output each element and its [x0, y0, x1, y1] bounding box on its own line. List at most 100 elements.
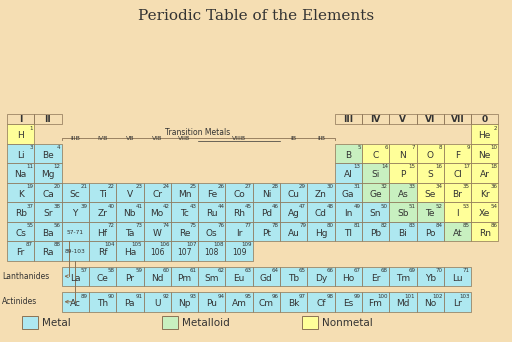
- Text: Br: Br: [453, 190, 462, 199]
- Text: Cs: Cs: [15, 229, 26, 238]
- Text: 75: 75: [190, 223, 197, 228]
- Text: B: B: [345, 151, 351, 160]
- Text: Mo: Mo: [151, 209, 164, 218]
- Text: 78: 78: [272, 223, 279, 228]
- Text: 79: 79: [299, 223, 306, 228]
- Bar: [444, 266, 471, 286]
- Text: 38: 38: [53, 203, 60, 209]
- Text: U: U: [154, 299, 160, 308]
- Text: 96: 96: [272, 293, 279, 299]
- Text: K: K: [18, 190, 24, 199]
- Text: 70: 70: [436, 268, 442, 273]
- Text: 88: 88: [53, 242, 60, 248]
- Text: Nonmetal: Nonmetal: [322, 317, 373, 328]
- Text: 51: 51: [408, 203, 415, 209]
- Text: Ho: Ho: [342, 274, 354, 283]
- Bar: [335, 266, 362, 286]
- Text: Y: Y: [73, 209, 78, 218]
- Bar: [307, 222, 335, 241]
- Bar: [7, 241, 34, 261]
- Text: 106: 106: [159, 242, 169, 248]
- Text: C: C: [372, 151, 379, 160]
- Text: 85: 85: [463, 223, 470, 228]
- Text: VIB: VIB: [152, 136, 162, 141]
- Text: 102: 102: [432, 293, 442, 299]
- Text: 47: 47: [299, 203, 306, 209]
- Text: Dy: Dy: [315, 274, 327, 283]
- Bar: [302, 316, 318, 329]
- Text: 17: 17: [463, 165, 470, 170]
- Bar: [389, 163, 416, 183]
- Bar: [471, 163, 498, 183]
- Bar: [307, 183, 335, 202]
- Text: Ba: Ba: [42, 229, 54, 238]
- Bar: [198, 183, 225, 202]
- Text: 101: 101: [405, 293, 415, 299]
- Bar: [280, 222, 307, 241]
- Bar: [416, 144, 444, 163]
- Bar: [471, 202, 498, 222]
- Bar: [253, 202, 280, 222]
- Bar: [307, 292, 335, 312]
- Bar: [34, 202, 61, 222]
- Bar: [143, 292, 171, 312]
- Bar: [444, 292, 471, 312]
- Bar: [89, 222, 116, 241]
- Text: 16: 16: [436, 165, 442, 170]
- Bar: [444, 183, 471, 202]
- Bar: [116, 202, 143, 222]
- Bar: [471, 114, 498, 124]
- Text: 8: 8: [439, 145, 442, 150]
- Text: Co: Co: [233, 190, 245, 199]
- Text: 41: 41: [135, 203, 142, 209]
- Text: 57: 57: [81, 268, 88, 273]
- Bar: [171, 222, 198, 241]
- Bar: [7, 144, 34, 163]
- Text: 36: 36: [490, 184, 497, 189]
- Text: 89: 89: [81, 293, 88, 299]
- Text: 26: 26: [217, 184, 224, 189]
- Text: 109: 109: [241, 242, 251, 248]
- Text: F: F: [455, 151, 460, 160]
- Text: Ni: Ni: [262, 190, 271, 199]
- Text: 76: 76: [217, 223, 224, 228]
- Bar: [198, 292, 225, 312]
- Text: Fm: Fm: [369, 299, 382, 308]
- Bar: [89, 202, 116, 222]
- Bar: [61, 292, 89, 312]
- Text: IVB: IVB: [97, 136, 108, 141]
- Text: 103: 103: [459, 293, 470, 299]
- Bar: [61, 241, 89, 261]
- Bar: [362, 114, 389, 124]
- Text: 10: 10: [490, 145, 497, 150]
- Bar: [389, 292, 416, 312]
- Text: 28: 28: [272, 184, 279, 189]
- Text: Pb: Pb: [370, 229, 381, 238]
- Text: Sm: Sm: [204, 274, 219, 283]
- Text: N: N: [399, 151, 406, 160]
- Bar: [34, 241, 61, 261]
- Text: 0: 0: [482, 115, 488, 123]
- Text: Mg: Mg: [41, 170, 55, 179]
- Text: Periodic Table of the Elements: Periodic Table of the Elements: [138, 9, 374, 23]
- Bar: [416, 202, 444, 222]
- Bar: [335, 183, 362, 202]
- Bar: [471, 222, 498, 241]
- Text: Tc: Tc: [180, 209, 189, 218]
- Text: P: P: [400, 170, 406, 179]
- Text: Nb: Nb: [123, 209, 136, 218]
- Text: 74: 74: [163, 223, 169, 228]
- Bar: [335, 222, 362, 241]
- Text: Rb: Rb: [15, 209, 27, 218]
- Text: Lr: Lr: [453, 299, 462, 308]
- Text: 1: 1: [30, 126, 33, 131]
- Bar: [362, 292, 389, 312]
- Bar: [280, 266, 307, 286]
- Text: 6: 6: [385, 145, 388, 150]
- Text: Ar: Ar: [480, 170, 489, 179]
- Text: Hf: Hf: [98, 229, 108, 238]
- Bar: [171, 292, 198, 312]
- Text: II: II: [45, 115, 51, 123]
- Bar: [225, 222, 253, 241]
- Text: 107: 107: [177, 248, 191, 257]
